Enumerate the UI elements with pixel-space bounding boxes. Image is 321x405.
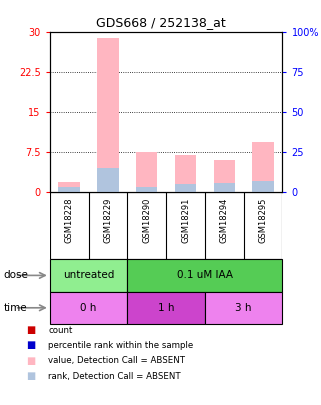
Text: GSM18229: GSM18229 [103,198,112,243]
Text: GSM18290: GSM18290 [142,198,151,243]
Bar [97,38,118,192]
Text: dose: dose [3,271,28,280]
Bar [252,181,274,192]
Bar [127,292,205,324]
Text: GSM18295: GSM18295 [259,198,268,243]
Text: time: time [3,303,27,313]
Text: 1 h: 1 h [158,303,174,313]
Text: ■: ■ [26,371,35,381]
Text: untreated: untreated [63,271,114,280]
Text: ■: ■ [26,356,35,366]
Text: ■: ■ [26,325,35,335]
Bar [58,187,80,192]
Bar [252,142,274,192]
Text: value, Detection Call = ABSENT: value, Detection Call = ABSENT [48,356,185,365]
Bar [136,152,157,192]
Text: count: count [48,326,73,335]
Text: GSM18228: GSM18228 [65,198,74,243]
Text: percentile rank within the sample: percentile rank within the sample [48,341,193,350]
Text: GSM18294: GSM18294 [220,198,229,243]
Bar [58,182,80,192]
Text: 0 h: 0 h [80,303,97,313]
Text: rank, Detection Call = ABSENT: rank, Detection Call = ABSENT [48,372,181,381]
Bar [175,155,196,192]
Bar [214,183,235,192]
Text: 0.1 uM IAA: 0.1 uM IAA [177,271,233,280]
Bar [97,168,118,192]
Text: GSM18291: GSM18291 [181,198,190,243]
Bar [205,292,282,324]
Text: ■: ■ [26,341,35,350]
Bar [175,184,196,192]
Text: 3 h: 3 h [235,303,252,313]
Bar [127,259,282,292]
Bar [50,259,127,292]
Text: GDS668 / 252138_at: GDS668 / 252138_at [96,16,225,29]
Bar [50,292,127,324]
Bar [136,187,157,192]
Bar [214,160,235,192]
